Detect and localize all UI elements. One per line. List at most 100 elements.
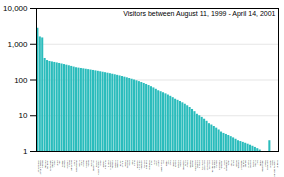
svg-text:Zimbabwe: Zimbabwe — [239, 160, 242, 170]
svg-text:Kuwait: Kuwait — [164, 160, 167, 167]
svg-text:Norway: Norway — [60, 160, 63, 168]
svg-text:Egypt: Egypt — [154, 160, 157, 166]
svg-text:Iran: Iran — [162, 160, 165, 164]
svg-text:Czech Republic: Czech Republic — [96, 160, 99, 175]
svg-text:Kyrgyzstan: Kyrgyzstan — [205, 160, 208, 171]
svg-text:Sri Lanka: Sri Lanka — [222, 160, 225, 169]
svg-text:Colombia: Colombia — [145, 160, 148, 169]
svg-text:Denmark: Denmark — [65, 160, 68, 169]
svg-text:Germany: Germany — [46, 160, 49, 169]
svg-text:Tunisia: Tunisia — [251, 160, 254, 167]
svg-text:Turkey: Turkey — [118, 160, 121, 167]
svg-text:South Africa: South Africa — [92, 160, 95, 172]
svg-text:Moldova: Moldova — [188, 160, 191, 169]
svg-text:Spain: Spain — [72, 160, 75, 166]
svg-text:Morocco: Morocco — [249, 160, 252, 169]
svg-text:Uzbekistan: Uzbekistan — [203, 160, 206, 171]
svg-text:India: India — [130, 160, 133, 165]
svg-text:Cameroon: Cameroon — [266, 160, 269, 170]
svg-text:Pakistan: Pakistan — [142, 160, 145, 169]
svg-text:Myanmar: Myanmar — [220, 160, 223, 169]
svg-text:France: France — [53, 160, 56, 167]
svg-text:Estonia: Estonia — [174, 160, 177, 168]
svg-text:Finland: Finland — [67, 160, 70, 168]
svg-text:10: 10 — [19, 111, 28, 120]
svg-text:Saudi Arabia: Saudi Arabia — [159, 160, 162, 172]
svg-text:100: 100 — [14, 76, 28, 85]
svg-text:New Zealand: New Zealand — [75, 160, 78, 173]
svg-text:Kazakhstan: Kazakhstan — [193, 160, 196, 171]
svg-text:10,000: 10,000 — [3, 4, 28, 13]
svg-text:Libya: Libya — [256, 160, 259, 166]
svg-text:Jordan: Jordan — [157, 160, 160, 167]
svg-text:Turkmenistan: Turkmenistan — [210, 160, 213, 173]
svg-text:Russia: Russia — [123, 160, 126, 167]
svg-text:Slovenia: Slovenia — [176, 160, 179, 169]
svg-text:Kenya: Kenya — [232, 160, 235, 167]
svg-text:Uganda: Uganda — [244, 160, 247, 168]
svg-text:Italy: Italy — [58, 160, 61, 165]
svg-text:Thailand: Thailand — [125, 160, 128, 169]
svg-text:United States: United States — [36, 160, 39, 173]
svg-text:Bosnia: Bosnia — [179, 160, 182, 167]
svg-text:1,000: 1,000 — [7, 40, 28, 49]
svg-text:Jamaica: Jamaica — [276, 160, 278, 168]
svg-text:United Kingdom: United Kingdom — [38, 160, 41, 175]
svg-text:Belarus: Belarus — [191, 160, 194, 168]
svg-text:Bulgaria: Bulgaria — [116, 160, 119, 168]
svg-text:Tajikistan: Tajikistan — [208, 160, 211, 169]
svg-text:Nepal: Nepal — [227, 160, 230, 166]
svg-text:Mozambique: Mozambique — [261, 160, 264, 172]
svg-text:Cambodia: Cambodia — [217, 160, 220, 170]
svg-text:Netherlands: Netherlands — [48, 160, 51, 172]
svg-text:Greece: Greece — [94, 160, 97, 168]
svg-text:Ukraine: Ukraine — [121, 160, 124, 168]
svg-text:Venezuela: Venezuela — [147, 160, 150, 170]
svg-text:Mongolia: Mongolia — [212, 160, 215, 169]
svg-text:Ireland: Ireland — [82, 160, 85, 167]
svg-text:Slovakia: Slovakia — [113, 160, 116, 169]
svg-text:Cuba: Cuba — [270, 160, 273, 166]
svg-text:Canada: Canada — [41, 160, 44, 168]
svg-text:Senegal: Senegal — [268, 160, 271, 168]
svg-text:Vietnam: Vietnam — [215, 160, 218, 168]
svg-text:Serbia: Serbia — [183, 160, 186, 167]
svg-text:Angola: Angola — [263, 160, 266, 167]
svg-text:Mexico: Mexico — [89, 160, 92, 167]
svg-text:Albania: Albania — [186, 160, 189, 168]
svg-text:Nigeria: Nigeria — [229, 160, 232, 167]
svg-text:Macedonia: Macedonia — [181, 160, 184, 171]
svg-text:China: China — [133, 160, 136, 166]
svg-text:Ghana: Ghana — [234, 160, 237, 167]
svg-text:Portugal: Portugal — [84, 160, 87, 168]
svg-text:Sweden: Sweden — [51, 160, 53, 168]
svg-text:Australia: Australia — [43, 160, 46, 169]
svg-text:Hungary: Hungary — [101, 160, 104, 169]
svg-text:Peru: Peru — [152, 160, 155, 165]
svg-text:Latvia: Latvia — [169, 160, 172, 166]
svg-text:Croatia: Croatia — [106, 160, 109, 167]
svg-text:Visitors between August 11, 19: Visitors between August 11, 1999 - April… — [123, 10, 275, 18]
svg-text:Belgium: Belgium — [63, 160, 66, 168]
svg-text:Indonesia: Indonesia — [140, 160, 143, 170]
svg-text:Sudan: Sudan — [258, 160, 261, 167]
svg-text:Zambia: Zambia — [241, 160, 244, 168]
svg-text:Chile: Chile — [150, 160, 153, 166]
svg-text:Argentina: Argentina — [104, 160, 107, 170]
svg-text:Armenia: Armenia — [198, 160, 201, 168]
svg-text:Malaysia: Malaysia — [135, 160, 138, 169]
svg-text:Ethiopia: Ethiopia — [246, 160, 249, 168]
svg-text:Austria: Austria — [77, 160, 80, 167]
svg-text:Japan: Japan — [55, 160, 58, 166]
svg-text:Korea: Korea — [128, 160, 131, 166]
svg-text:Romania: Romania — [111, 160, 114, 169]
svg-text:Switzerland: Switzerland — [70, 160, 73, 171]
svg-text:Lithuania: Lithuania — [171, 160, 174, 169]
svg-text:Poland: Poland — [87, 160, 90, 167]
svg-text:Brazil: Brazil — [80, 160, 82, 166]
svg-text:Israel: Israel — [99, 160, 102, 166]
svg-text:1: 1 — [23, 147, 28, 156]
svg-text:Singapore: Singapore — [109, 160, 111, 170]
svg-text:Azerbaijan: Azerbaijan — [200, 160, 203, 170]
svg-text:Tanzania: Tanzania — [237, 160, 240, 169]
